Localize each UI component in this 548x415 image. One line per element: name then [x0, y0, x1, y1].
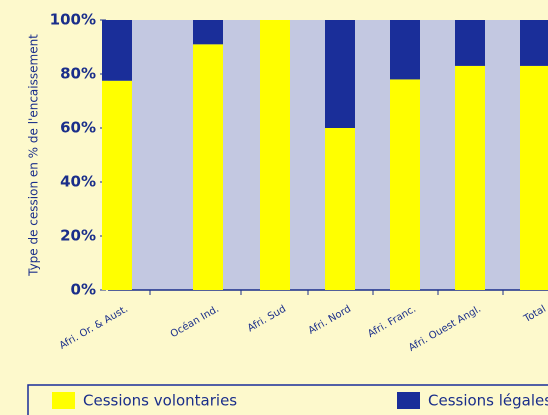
y-tick-label: 0%	[71, 281, 96, 299]
y-tick-label: 20%	[60, 227, 96, 245]
bar-segment	[193, 44, 223, 290]
y-tick-label: 80%	[60, 65, 96, 83]
legend-label: Cessions légales	[428, 392, 548, 410]
bar-segment	[390, 79, 420, 291]
bar-segment	[325, 20, 355, 128]
legend-swatch	[52, 392, 75, 409]
bar-segment	[455, 65, 485, 291]
bar-segment	[325, 128, 355, 290]
y-tick-label: 100%	[50, 11, 96, 29]
bar-segment	[455, 20, 485, 66]
bar-segment	[520, 20, 548, 66]
bar-segment	[260, 20, 290, 290]
y-tick-label: 60%	[60, 119, 96, 137]
bar-segment	[102, 80, 132, 290]
legend-box	[27, 384, 548, 415]
y-axis-label: Type de cession en % de l'encaissement	[27, 34, 41, 277]
legend-label: Cessions volontaries	[83, 392, 237, 410]
bar-segment	[193, 20, 223, 45]
bar-segment	[390, 20, 420, 80]
legend-swatch	[397, 392, 420, 409]
bar-segment	[102, 20, 132, 81]
y-tick-label: 40%	[60, 173, 96, 191]
bar-segment	[520, 65, 548, 291]
